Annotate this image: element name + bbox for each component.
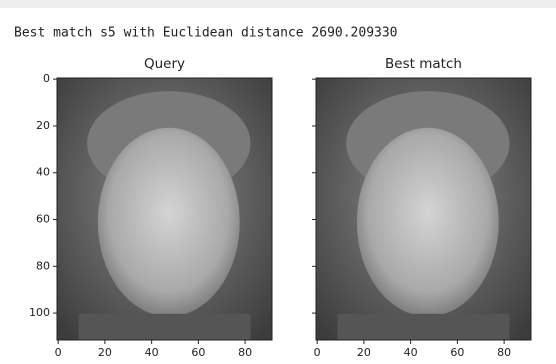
- y-tick-label: 60: [36, 213, 50, 226]
- face: [357, 128, 499, 317]
- x-tick-label: 40: [145, 346, 159, 359]
- face: [98, 128, 240, 317]
- axes-title: Query: [144, 56, 185, 72]
- image: [316, 78, 531, 340]
- axes-title: Best match: [385, 56, 462, 72]
- y-tick-label: 0: [43, 72, 50, 85]
- y-tick-label: 40: [36, 166, 50, 179]
- x-tick-label: 80: [238, 346, 252, 359]
- output-cell: Best match s5 with Euclidean distance 26…: [0, 0, 556, 364]
- y-tick-label: 20: [36, 119, 50, 132]
- shoulders: [79, 314, 251, 340]
- x-tick-label: 40: [404, 346, 418, 359]
- x-tick-label: 80: [497, 346, 511, 359]
- x-tick-label: 20: [98, 346, 112, 359]
- x-tick-label: 0: [314, 346, 321, 359]
- x-tick-label: 20: [357, 346, 371, 359]
- x-tick-label: 60: [191, 346, 205, 359]
- cell-top-bar: [0, 0, 556, 8]
- page: Best match s5 with Euclidean distance 26…: [0, 0, 556, 364]
- output-text: Best match s5 with Euclidean distance 26…: [14, 26, 398, 41]
- image: [57, 78, 272, 340]
- y-tick-label: 100: [29, 306, 50, 319]
- x-tick-label: 0: [55, 346, 62, 359]
- shoulders: [338, 314, 510, 340]
- x-tick-label: 60: [450, 346, 464, 359]
- y-tick-label: 80: [36, 259, 50, 272]
